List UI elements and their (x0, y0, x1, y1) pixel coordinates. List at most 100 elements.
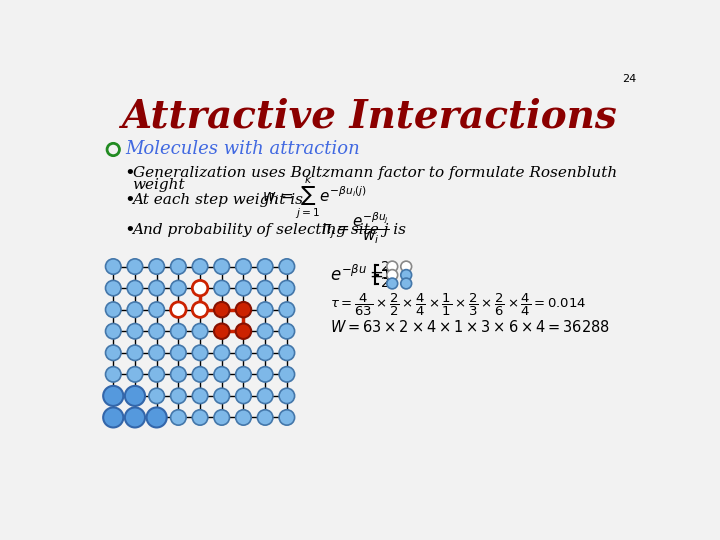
Text: Molecules with attraction: Molecules with attraction (125, 140, 359, 159)
Circle shape (171, 323, 186, 339)
Circle shape (235, 259, 251, 274)
Circle shape (258, 388, 273, 403)
Circle shape (127, 259, 143, 274)
Text: Generalization uses Boltzmann factor to formulate Rosenbluth: Generalization uses Boltzmann factor to … (132, 166, 617, 180)
Circle shape (235, 388, 251, 403)
Circle shape (214, 323, 230, 339)
Circle shape (214, 388, 230, 403)
Circle shape (127, 367, 143, 382)
Circle shape (149, 388, 164, 403)
Circle shape (147, 408, 167, 428)
Circle shape (171, 345, 186, 361)
Circle shape (106, 259, 121, 274)
Text: $e^{-\beta u}=$: $e^{-\beta u}=$ (330, 264, 384, 285)
Circle shape (103, 386, 123, 406)
Circle shape (127, 323, 143, 339)
Circle shape (279, 280, 294, 296)
Circle shape (279, 345, 294, 361)
Circle shape (258, 345, 273, 361)
Circle shape (235, 280, 251, 296)
Circle shape (106, 345, 121, 361)
Circle shape (171, 388, 186, 403)
Circle shape (127, 280, 143, 296)
Circle shape (279, 323, 294, 339)
Circle shape (401, 261, 412, 272)
Circle shape (214, 345, 230, 361)
Text: 2: 2 (382, 276, 390, 291)
Circle shape (192, 280, 208, 296)
Text: 1: 1 (382, 268, 390, 282)
Circle shape (192, 367, 208, 382)
Text: •: • (124, 164, 135, 181)
Circle shape (258, 259, 273, 274)
Circle shape (149, 302, 164, 318)
Circle shape (127, 388, 143, 403)
Circle shape (235, 345, 251, 361)
Circle shape (149, 280, 164, 296)
Text: At each step weight is: At each step weight is (132, 193, 304, 206)
Circle shape (149, 410, 164, 425)
Circle shape (106, 302, 121, 318)
Text: 2: 2 (382, 260, 390, 274)
Circle shape (214, 302, 230, 318)
Circle shape (279, 410, 294, 425)
Text: •: • (124, 221, 135, 239)
Circle shape (149, 259, 164, 274)
Text: weight: weight (132, 178, 185, 192)
Text: $\tau = \dfrac{4}{63}\times\dfrac{2}{2}\times\dfrac{4}{4}\times\dfrac{1}{1}\time: $\tau = \dfrac{4}{63}\times\dfrac{2}{2}\… (330, 292, 587, 318)
Circle shape (258, 323, 273, 339)
Circle shape (279, 259, 294, 274)
Circle shape (401, 278, 412, 289)
Circle shape (106, 388, 121, 403)
Circle shape (125, 408, 145, 428)
Circle shape (106, 323, 121, 339)
Circle shape (279, 388, 294, 403)
Circle shape (192, 259, 208, 274)
Circle shape (192, 388, 208, 403)
Circle shape (106, 367, 121, 382)
Circle shape (387, 278, 397, 289)
Circle shape (258, 410, 273, 425)
Circle shape (171, 410, 186, 425)
Circle shape (214, 259, 230, 274)
Circle shape (106, 410, 121, 425)
Circle shape (258, 367, 273, 382)
Circle shape (171, 280, 186, 296)
Circle shape (214, 410, 230, 425)
Circle shape (192, 323, 208, 339)
Circle shape (235, 367, 251, 382)
Circle shape (214, 367, 230, 382)
Circle shape (235, 302, 251, 318)
Circle shape (106, 280, 121, 296)
Circle shape (149, 323, 164, 339)
Circle shape (171, 302, 186, 318)
Circle shape (149, 345, 164, 361)
Circle shape (279, 367, 294, 382)
Text: Attractive Interactions: Attractive Interactions (121, 97, 617, 135)
Text: And probability of selecting site j is: And probability of selecting site j is (132, 224, 407, 238)
Circle shape (127, 410, 143, 425)
Text: •: • (124, 191, 135, 208)
Circle shape (127, 345, 143, 361)
Circle shape (258, 302, 273, 318)
Circle shape (103, 408, 123, 428)
Circle shape (171, 367, 186, 382)
Circle shape (171, 259, 186, 274)
Circle shape (401, 269, 412, 280)
Circle shape (387, 261, 397, 272)
Circle shape (235, 410, 251, 425)
Text: 24: 24 (622, 74, 636, 84)
Circle shape (125, 386, 145, 406)
Text: $w_i = \sum_{j=1}^{k} e^{-\beta u_i(j)}$: $w_i = \sum_{j=1}^{k} e^{-\beta u_i(j)}$ (262, 173, 367, 221)
Circle shape (149, 367, 164, 382)
Circle shape (235, 323, 251, 339)
Text: $W = 63\times 2\times 4\times 1\times 3\times 6\times 4 = 36288$: $W = 63\times 2\times 4\times 1\times 3\… (330, 319, 611, 335)
Circle shape (387, 269, 397, 280)
Circle shape (258, 280, 273, 296)
Text: $\pi_j = \dfrac{e^{-\beta u_j}}{w_i}$: $\pi_j = \dfrac{e^{-\beta u_j}}{w_i}$ (321, 211, 390, 246)
Circle shape (127, 302, 143, 318)
Circle shape (279, 302, 294, 318)
Circle shape (192, 302, 208, 318)
Circle shape (192, 345, 208, 361)
Circle shape (214, 280, 230, 296)
